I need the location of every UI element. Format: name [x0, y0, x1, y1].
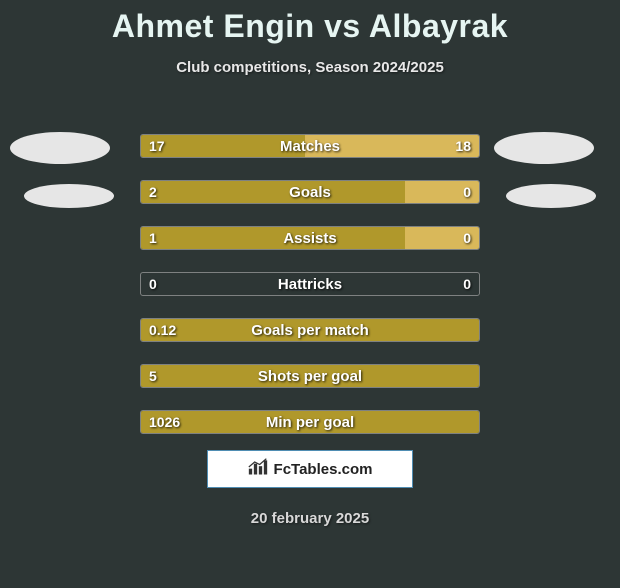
bar-right [405, 181, 479, 203]
bar-left [141, 227, 405, 249]
page-title: Ahmet Engin vs Albayrak [0, 8, 620, 45]
player-logo-placeholder [506, 184, 596, 208]
stat-value-left: 0 [149, 273, 157, 295]
bar-left [141, 411, 479, 433]
stat-row: 20Goals [140, 180, 480, 204]
player-logo-placeholder [10, 132, 110, 164]
stat-row: 1026Min per goal [140, 410, 480, 434]
bar-left [141, 319, 479, 341]
bar-left [141, 135, 305, 157]
stat-row: 0 0Hattricks [140, 272, 480, 296]
bar-right [405, 227, 479, 249]
stat-row: 0.12Goals per match [140, 318, 480, 342]
subtitle: Club competitions, Season 2024/2025 [0, 59, 620, 76]
date-label: 20 february 2025 [0, 510, 620, 527]
stat-row: 10Assists [140, 226, 480, 250]
stat-row: 1718Matches [140, 134, 480, 158]
stat-rows: 1718Matches 20Goals 10Assists 0 0Hattricks 0.… [140, 134, 480, 456]
stat-row: 5Shots per goal [140, 364, 480, 388]
stat-value-right: 0 [463, 273, 471, 295]
branding-text: FcTables.com [274, 461, 373, 478]
branding-badge: FcTables.com [207, 450, 413, 488]
player-logo-placeholder [494, 132, 594, 164]
bar-chart-icon [248, 458, 268, 481]
stat-label: Hattricks [141, 273, 479, 295]
bar-left [141, 181, 405, 203]
bar-right [305, 135, 479, 157]
comparison-chart: 1718Matches 20Goals 10Assists 0 0Hattricks 0.… [0, 118, 620, 458]
bar-left [141, 365, 479, 387]
player-logo-placeholder [24, 184, 114, 208]
